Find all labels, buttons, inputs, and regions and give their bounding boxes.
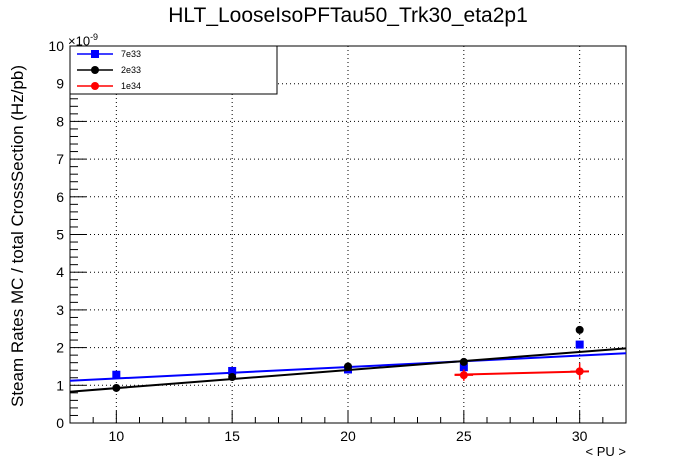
fit-line-1e34 [454,370,589,376]
data-point-2e33 [459,357,468,366]
y-tick-label: 4 [56,264,64,280]
legend-marker-2e33 [91,66,99,74]
data-point-2e33 [344,362,352,371]
x-tick-label: 30 [572,428,588,444]
y-tick-label: 8 [56,113,64,129]
y-tick-label: 1 [56,377,64,393]
data-point-2e33 [112,383,121,392]
y-tick-label: 2 [56,340,64,356]
data-point-1e34 [575,367,584,376]
data-point-1e34 [459,371,468,380]
y-axis-label: Steam Rates MC / total CrossSection (Hz/… [8,64,27,408]
axis-ticks: 10 15 20 25 30 0 1 2 3 4 5 6 7 8 9 10 [48,38,627,444]
legend-label-1e34: 1e34 [121,81,141,91]
y-tick-label: 7 [56,151,64,167]
x-axis-label: < PU > [585,444,626,459]
data-point-7e33 [112,370,121,379]
data-point-7e33 [459,363,468,372]
x-tick-label: 15 [224,428,240,444]
data-point-2e33 [228,373,237,382]
data-point-2e33 [575,325,584,334]
y-tick-label: 10 [48,38,64,54]
chart-title: HLT_LooseIsoPFTau50_Trk30_eta2p1 [168,4,528,27]
y-tick-label: 0 [56,415,64,431]
x-tick-label: 20 [340,428,356,444]
y-tick-label: 9 [56,76,64,92]
legend-marker-7e33 [91,50,99,58]
data-point-7e33 [228,366,237,375]
series [69,325,627,393]
y-tick-label: 3 [56,302,64,318]
data-point-7e33 [575,340,584,349]
legend-label-2e33: 2e33 [121,65,141,75]
legend-marker-1e34 [91,82,99,90]
y-axis-exponent: ×10-9 [68,32,99,49]
x-tick-label: 10 [109,428,125,444]
y-tick-label: 6 [56,189,64,205]
y-tick-label: 5 [56,227,64,243]
legend: 7e33 2e33 1e34 [69,45,278,95]
legend-label-7e33: 7e33 [121,49,141,59]
x-tick-label: 25 [456,428,472,444]
